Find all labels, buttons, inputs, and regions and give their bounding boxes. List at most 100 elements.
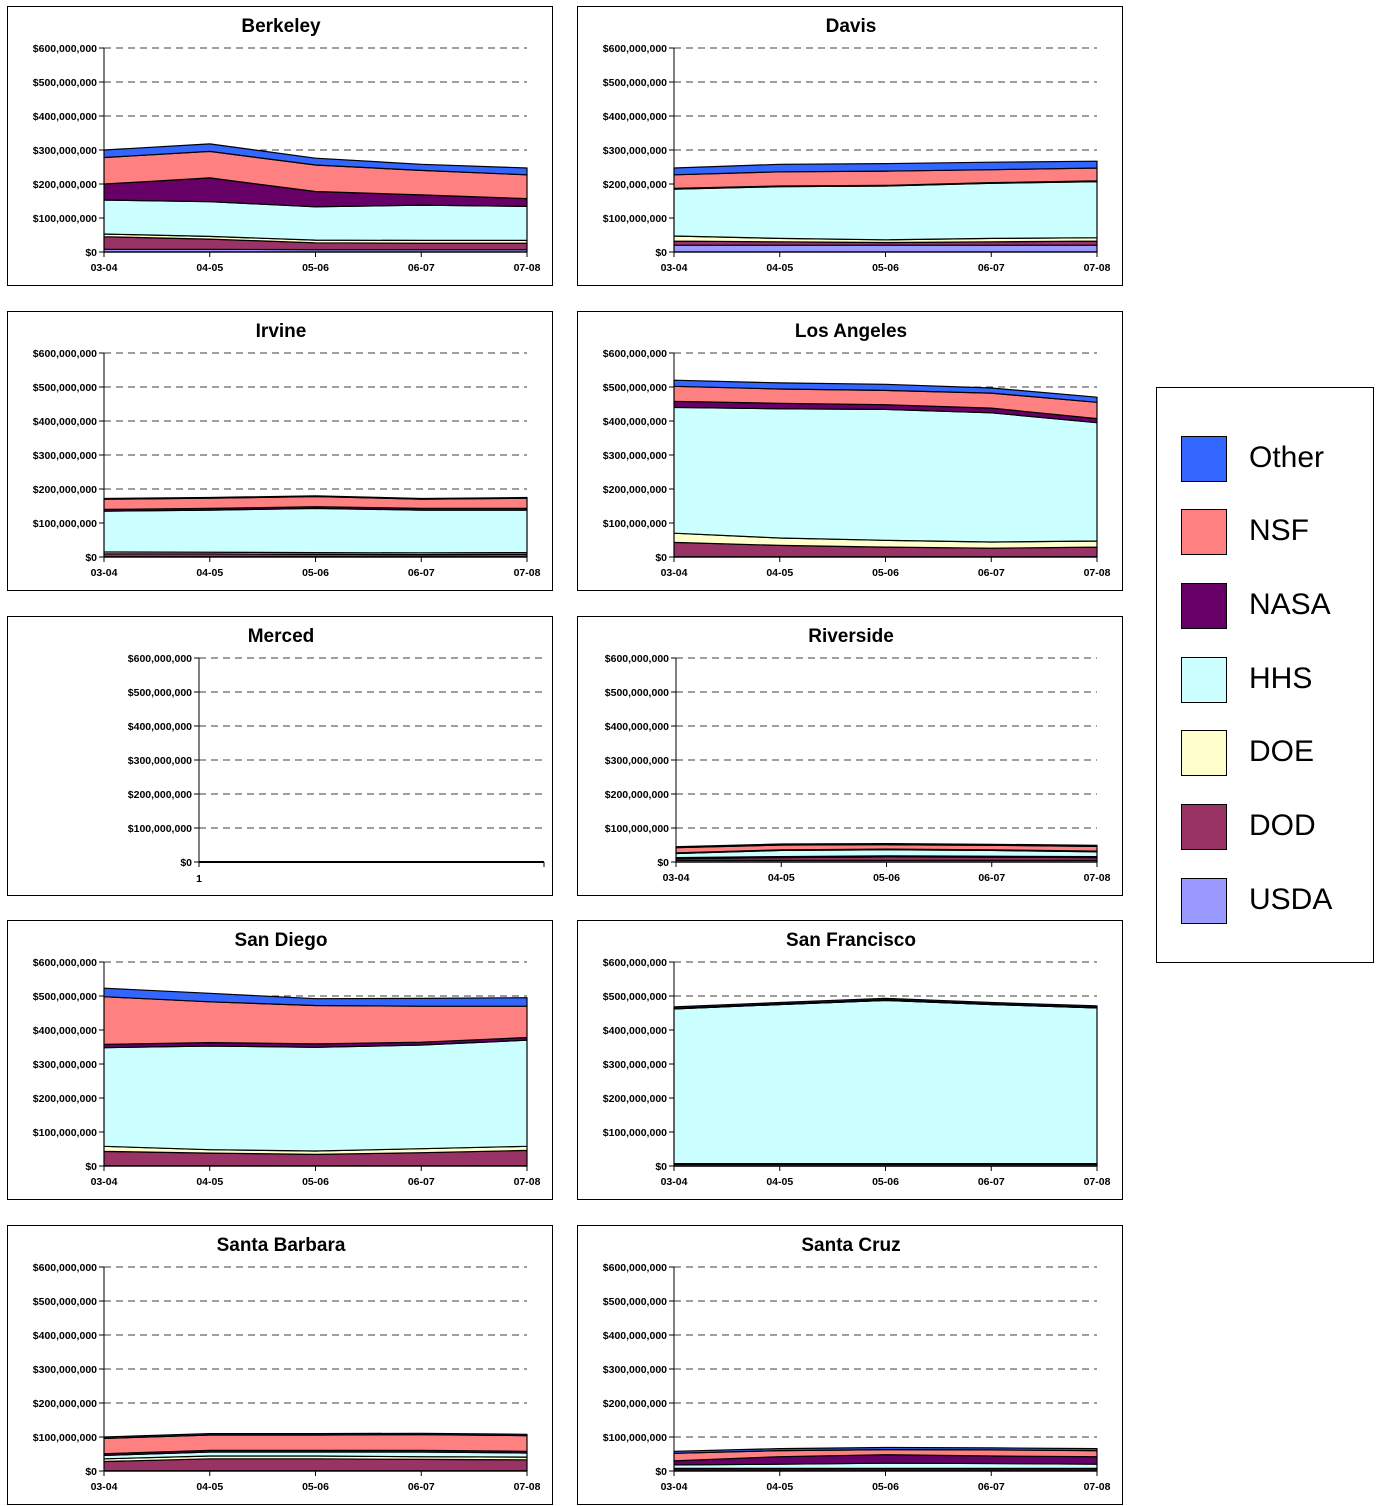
x-tick-label: 06-07 <box>978 1481 1005 1493</box>
x-tick-label: 04-05 <box>766 262 793 274</box>
series-area-other <box>103 495 528 500</box>
legend-swatch-dod <box>1181 804 1227 850</box>
x-tick-label: 05-06 <box>873 872 900 884</box>
y-tick-label: $500,000,000 <box>33 1296 97 1308</box>
y-tick-label: $500,000,000 <box>33 77 97 89</box>
y-tick-label: $0 <box>85 1161 97 1173</box>
y-tick-label: $300,000,000 <box>128 755 192 767</box>
y-tick-label: $600,000,000 <box>603 1262 667 1274</box>
y-tick-label: $200,000,000 <box>33 1398 97 1410</box>
y-tick-label: $200,000,000 <box>603 1398 667 1410</box>
legend-label-nasa: NASA <box>1249 588 1331 621</box>
legend-item-nsf: NSF <box>1181 509 1371 559</box>
y-tick-label: $100,000,000 <box>603 1432 667 1444</box>
x-tick-label: 05-06 <box>872 567 899 579</box>
y-tick-label: $500,000,000 <box>603 991 667 1003</box>
legend-label-hhs: HHS <box>1249 662 1313 695</box>
chart-title: Riverside <box>808 626 894 647</box>
x-tick-label: 04-05 <box>196 1481 223 1493</box>
x-tick-label: 05-06 <box>302 1481 329 1493</box>
chart-svg-santa-barbara: Santa Barbara $0 $100,000,000 $200,000,000 $… <box>33 1235 541 1493</box>
x-tick-label: 07-08 <box>1084 567 1111 579</box>
chart-svg-riverside: Riverside $0 $100,000,000 $200,000,000 $300,… <box>605 626 1111 884</box>
x-tick-label: 07-08 <box>514 567 541 579</box>
x-tick-label: 06-07 <box>978 567 1005 579</box>
series-area-dod <box>103 1458 528 1472</box>
chart-title: San Francisco <box>786 930 916 951</box>
x-tick-label: 06-07 <box>978 872 1005 884</box>
chart-title: Santa Barbara <box>217 1235 346 1256</box>
x-tick-label: 04-05 <box>768 872 795 884</box>
y-tick-label: $500,000,000 <box>33 382 97 394</box>
x-tick-label: 07-08 <box>514 262 541 274</box>
chart-panel-san-diego: San Diego $0 $100,000,000 $200,000,000 $300,… <box>7 920 553 1200</box>
x-tick-label: 07-08 <box>1084 1176 1111 1188</box>
y-tick-label: $100,000,000 <box>33 213 97 225</box>
x-tick-label: 04-05 <box>766 1176 793 1188</box>
y-tick-label: $600,000,000 <box>33 348 97 360</box>
x-tick-label: 03-04 <box>91 1481 118 1493</box>
series-area-hhs <box>673 181 1098 241</box>
legend-swatch-hhs <box>1181 657 1227 703</box>
series-area-hhs <box>673 406 1098 543</box>
x-tick-label: 07-08 <box>514 1481 541 1493</box>
y-tick-label: $400,000,000 <box>603 111 667 123</box>
y-tick-label: $600,000,000 <box>33 1262 97 1274</box>
x-tick-label: 03-04 <box>91 567 118 579</box>
chart-title: San Diego <box>235 930 328 951</box>
y-tick-label: $600,000,000 <box>603 348 667 360</box>
x-tick-label: 05-06 <box>872 1481 899 1493</box>
x-tick-label: 04-05 <box>766 567 793 579</box>
series-area-hhs <box>673 999 1098 1165</box>
y-tick-label: $500,000,000 <box>603 382 667 394</box>
chart-svg-santa-cruz: Santa Cruz $0 $100,000,000 $200,000,000 $300… <box>603 1235 1111 1493</box>
y-tick-label: $0 <box>657 857 669 869</box>
x-tick-label: 03-04 <box>91 262 118 274</box>
chart-panel-santa-barbara: Santa Barbara $0 $100,000,000 $200,000,000 $… <box>7 1225 553 1505</box>
y-tick-label: $400,000,000 <box>128 721 192 733</box>
chart-title: Davis <box>826 16 877 37</box>
legend-item-doe: DOE <box>1181 730 1371 780</box>
y-tick-label: $600,000,000 <box>128 653 192 665</box>
series-area-nsf <box>103 1434 528 1455</box>
y-tick-label: $100,000,000 <box>128 823 192 835</box>
chart-panel-irvine: Irvine $0 $100,000,000 $200,000,000 $300,000… <box>7 311 553 591</box>
chart-svg-berkeley: Berkeley $0 $100,000,000 $200,000,000 $300,0… <box>33 16 541 274</box>
y-tick-label: $100,000,000 <box>603 213 667 225</box>
chart-svg-los-angeles: Los Angeles $0 $100,000,000 $200,000,000 $30… <box>603 321 1111 579</box>
chart-panel-merced: Merced $0 $100,000,000 $200,000,000 $300,000… <box>7 616 553 896</box>
y-tick-label: $0 <box>85 1466 97 1478</box>
y-tick-label: $500,000,000 <box>33 991 97 1003</box>
x-tick-label: 07-08 <box>1084 262 1111 274</box>
legend-swatch-other <box>1181 436 1227 482</box>
y-tick-label: $300,000,000 <box>603 1059 667 1071</box>
chart-panel-los-angeles: Los Angeles $0 $100,000,000 $200,000,000 $30… <box>577 311 1123 591</box>
y-tick-label: $400,000,000 <box>605 721 669 733</box>
legend-item-hhs: HHS <box>1181 657 1371 707</box>
x-tick-label: 06-07 <box>978 1176 1005 1188</box>
y-tick-label: $0 <box>655 552 667 564</box>
chart-title: Los Angeles <box>795 321 907 342</box>
x-tick-label: 04-05 <box>766 1481 793 1493</box>
y-tick-label: $200,000,000 <box>33 484 97 496</box>
x-tick-label: 05-06 <box>302 567 329 579</box>
y-tick-label: $400,000,000 <box>603 1025 667 1037</box>
y-tick-label: $400,000,000 <box>33 1330 97 1342</box>
x-tick-label: 05-06 <box>872 262 899 274</box>
chart-panel-davis: Davis $0 $100,000,000 $200,000,000 $300,000,… <box>577 6 1123 286</box>
legend-item-nasa: NASA <box>1181 583 1371 633</box>
y-tick-label: $100,000,000 <box>603 518 667 530</box>
series-area-usda <box>673 244 1098 253</box>
x-tick-label: 03-04 <box>91 1176 118 1188</box>
x-tick-label: 03-04 <box>661 567 688 579</box>
chart-svg-merced: Merced $0 $100,000,000 $200,000,000 $300,000… <box>128 626 545 885</box>
x-tick-label: 07-08 <box>1084 872 1111 884</box>
x-tick-label: 04-05 <box>196 262 223 274</box>
y-tick-label: $0 <box>85 552 97 564</box>
legend-label-other: Other <box>1249 441 1325 474</box>
y-tick-label: $100,000,000 <box>605 823 669 835</box>
x-tick-label: 07-08 <box>1084 1481 1111 1493</box>
series-area-hhs <box>103 1039 528 1152</box>
y-tick-label: $300,000,000 <box>605 755 669 767</box>
chart-panel-san-francisco: San Francisco $0 $100,000,000 $200,000,000 $… <box>577 920 1123 1200</box>
